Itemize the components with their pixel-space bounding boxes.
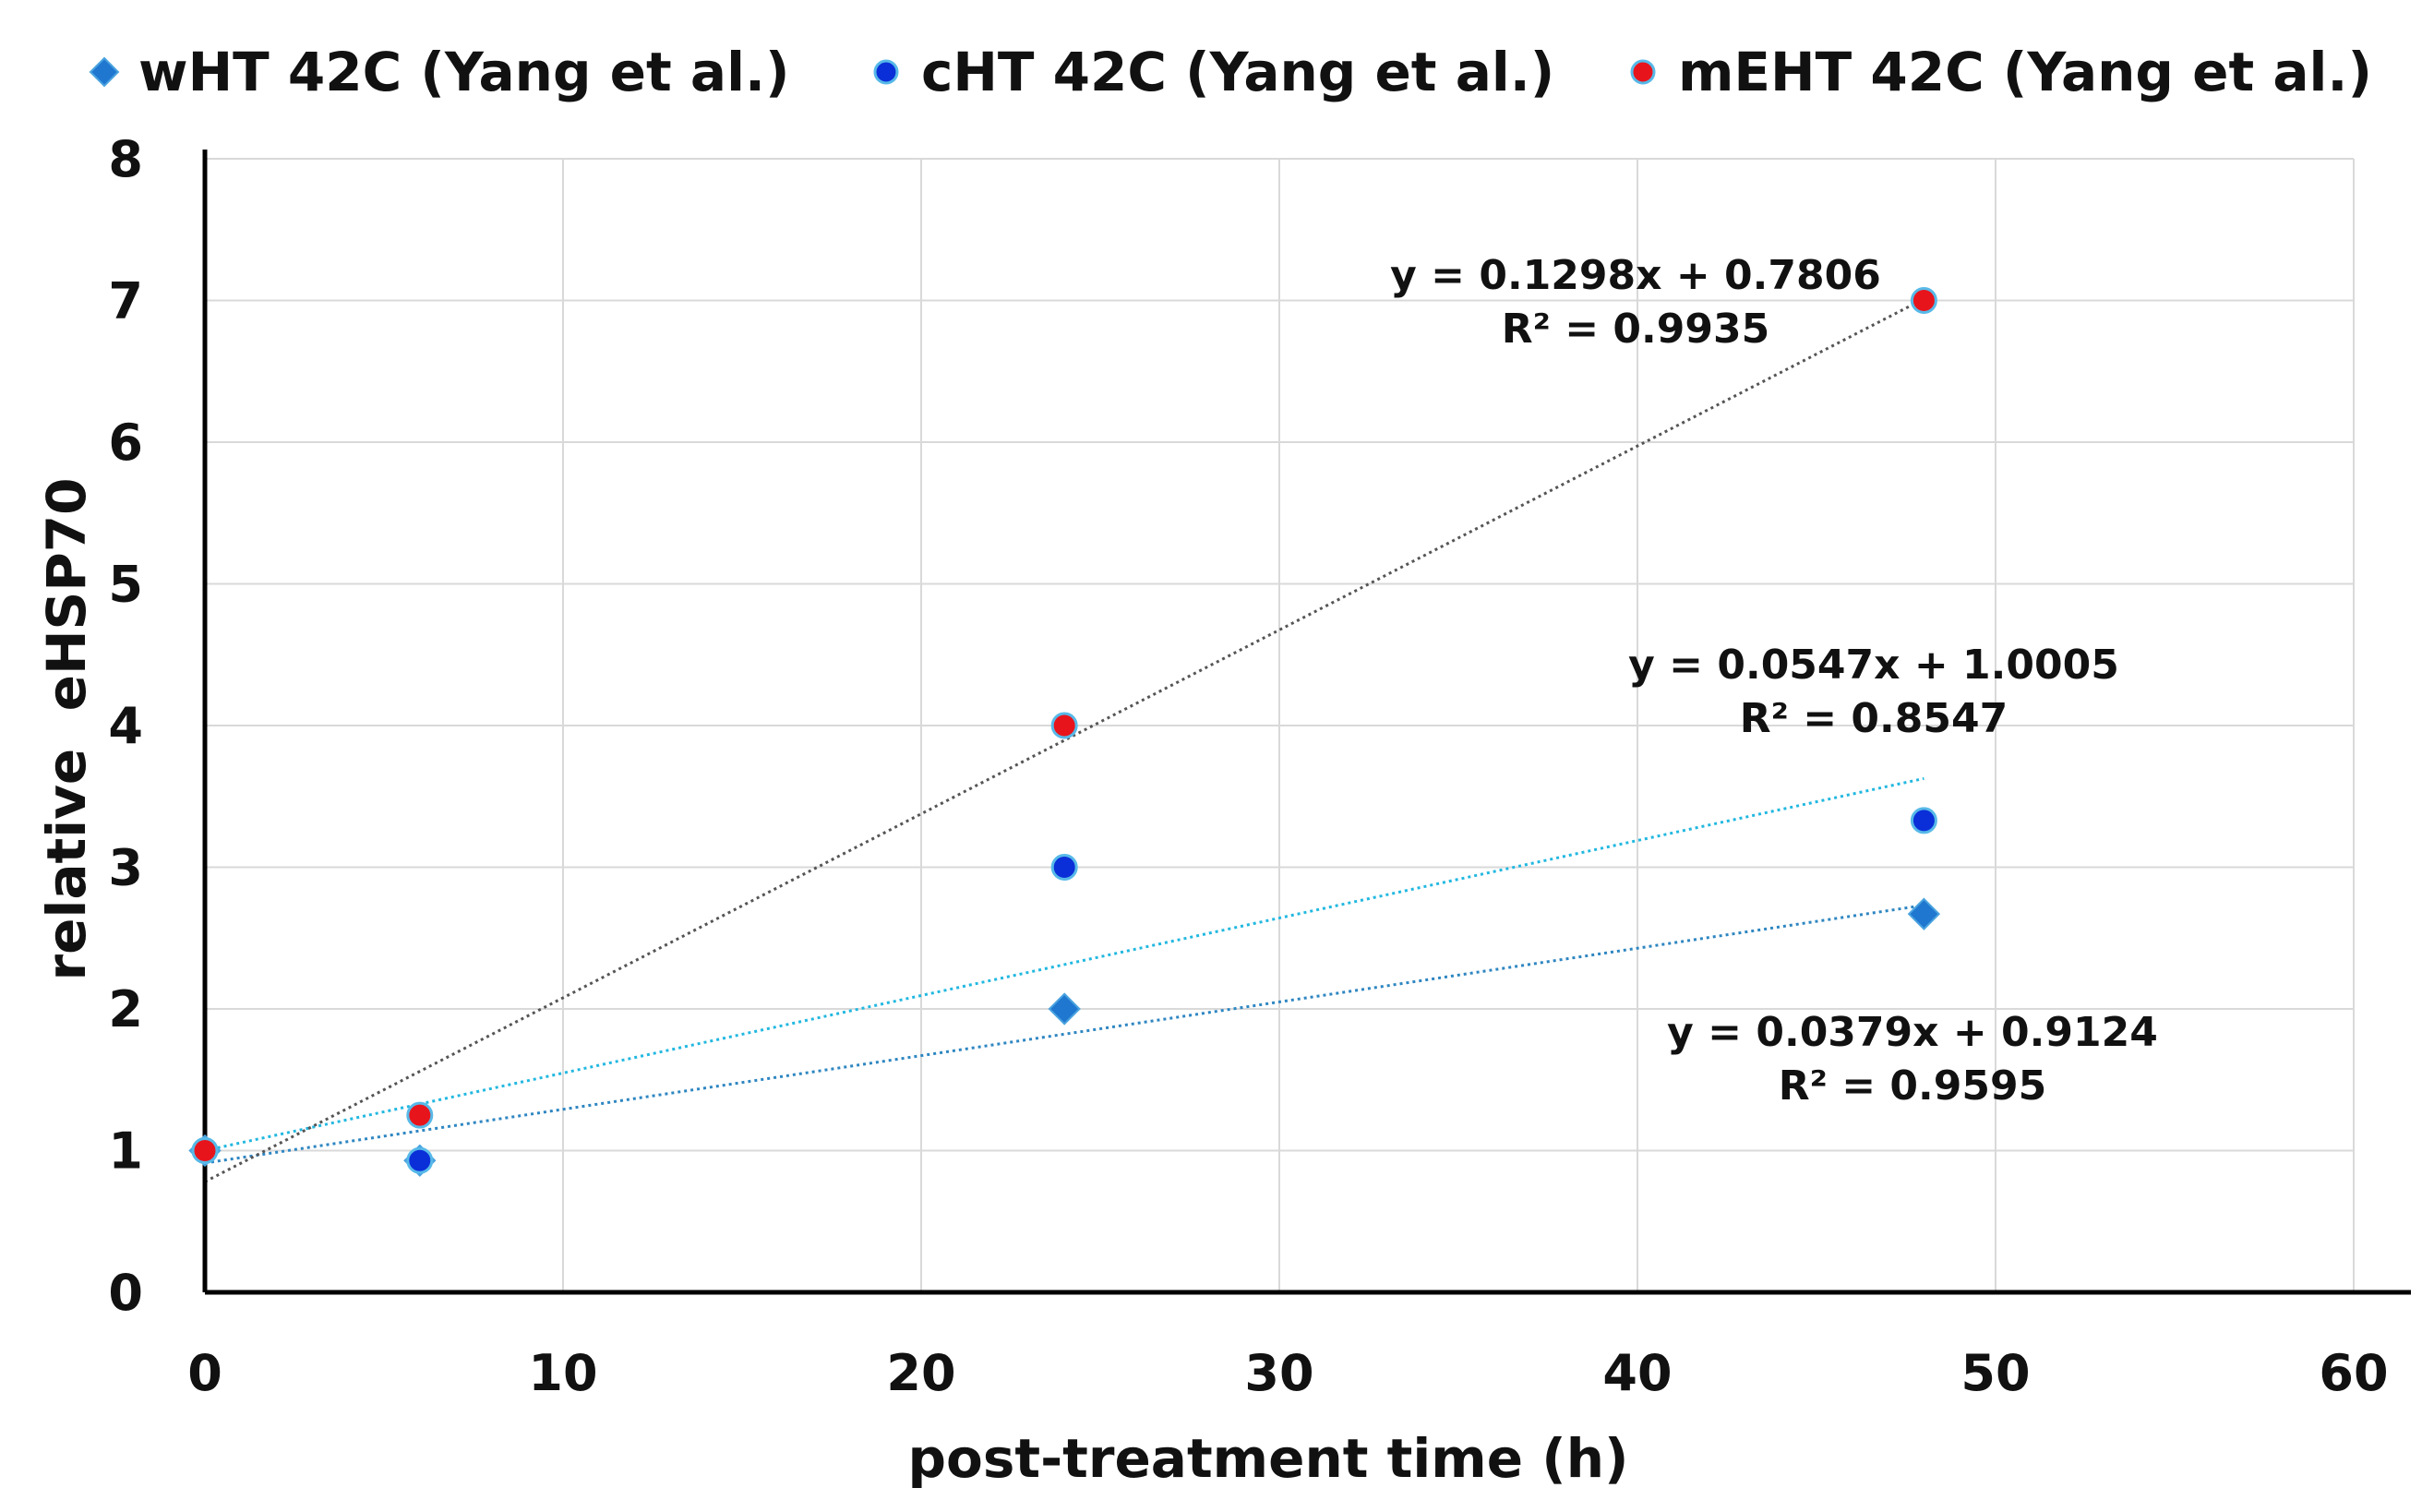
legend-marker-0	[89, 56, 120, 88]
x-tick-label: 50	[1960, 1344, 2030, 1402]
legend-label-0: wHT 42C (Yang et al.)	[138, 41, 790, 103]
data-point-s1-1	[406, 1146, 434, 1174]
x-tick-label: 20	[886, 1344, 955, 1402]
x-tick-label: 0	[187, 1344, 222, 1402]
trendline-2	[204, 297, 1925, 1183]
data-point-s2-2	[1050, 712, 1078, 739]
trendline-1	[204, 776, 1924, 1152]
x-axis-title: post-treatment time (h)	[907, 1427, 1628, 1490]
axes	[202, 150, 2411, 1295]
y-tick-label: 2	[108, 980, 143, 1038]
x-tick-label: 10	[528, 1344, 597, 1402]
legend: wHT 42C (Yang et al.) cHT 42C (Yang et al…	[89, 41, 2372, 103]
y-tick-label: 3	[108, 839, 143, 897]
data-point-s2-0	[191, 1137, 219, 1164]
data-point-s0-3	[1907, 897, 1941, 930]
trendlines	[204, 297, 1925, 1183]
data-point-s2-3	[1910, 287, 1937, 314]
data-point-s2-1	[406, 1101, 434, 1129]
y-tick-label: 5	[108, 556, 143, 614]
data-point-s1-3	[1910, 807, 1937, 834]
data-point-s1-2	[1050, 854, 1078, 881]
trendline-0	[204, 904, 1924, 1165]
y-tick-label: 8	[108, 130, 143, 188]
trendline-r2-0: R² = 0.9595	[1779, 1062, 2046, 1110]
x-tick-label: 60	[2319, 1344, 2388, 1402]
data-point-s0-2	[1048, 992, 1081, 1026]
y-tick-label: 1	[108, 1122, 143, 1181]
trendline-equations: y = 0.0379x + 0.9124 R² = 0.9595 y = 0.054…	[1390, 252, 2158, 1110]
y-tick-label: 0	[108, 1264, 143, 1322]
trendline-equation-2: y = 0.1298x + 0.7806	[1390, 252, 1881, 299]
trendline-r2-2: R² = 0.9935	[1502, 306, 1769, 353]
trendline-r2-1: R² = 0.8547	[1740, 695, 2008, 742]
data-points	[188, 287, 1941, 1177]
x-tick-label: 30	[1244, 1344, 1313, 1402]
legend-marker-2	[1630, 59, 1656, 85]
grid	[205, 158, 2355, 1292]
legend-marker-1	[873, 59, 899, 85]
trendline-equation-1: y = 0.0547x + 1.0005	[1628, 642, 2119, 689]
legend-label-1: cHT 42C (Yang et al.)	[921, 41, 1554, 103]
y-tick-label: 4	[108, 697, 143, 755]
x-tick-label: 40	[1602, 1344, 1672, 1402]
y-tick-label: 7	[108, 272, 143, 330]
legend-label-2: mEHT 42C (Yang et al.)	[1678, 41, 2372, 103]
tick-labels: 0 1 2 3 4 5 6 7 8 0 10 20 30 40 50 60	[108, 130, 2388, 1402]
y-tick-label: 6	[108, 414, 143, 472]
trendline-equation-0: y = 0.0379x + 0.9124	[1667, 1009, 2158, 1056]
y-axis-title: relative eHSP70	[35, 478, 98, 981]
